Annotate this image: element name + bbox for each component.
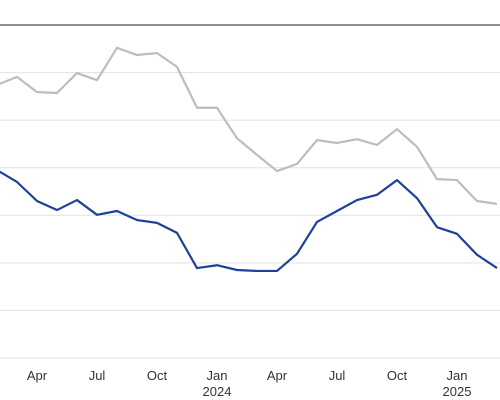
x-tick-label: Jan 2024 [203,368,232,399]
x-tick-label: Jul [89,368,106,383]
x-tick-label: Jul [329,368,346,383]
x-tick-label: Jan 2025 [443,368,472,399]
x-tick-label: Apr [27,368,48,383]
series-line [0,170,498,273]
x-tick-label: Oct [387,368,408,383]
series-line [0,46,498,205]
x-tick-label: Oct [147,368,168,383]
x-tick-label: Apr [267,368,288,383]
